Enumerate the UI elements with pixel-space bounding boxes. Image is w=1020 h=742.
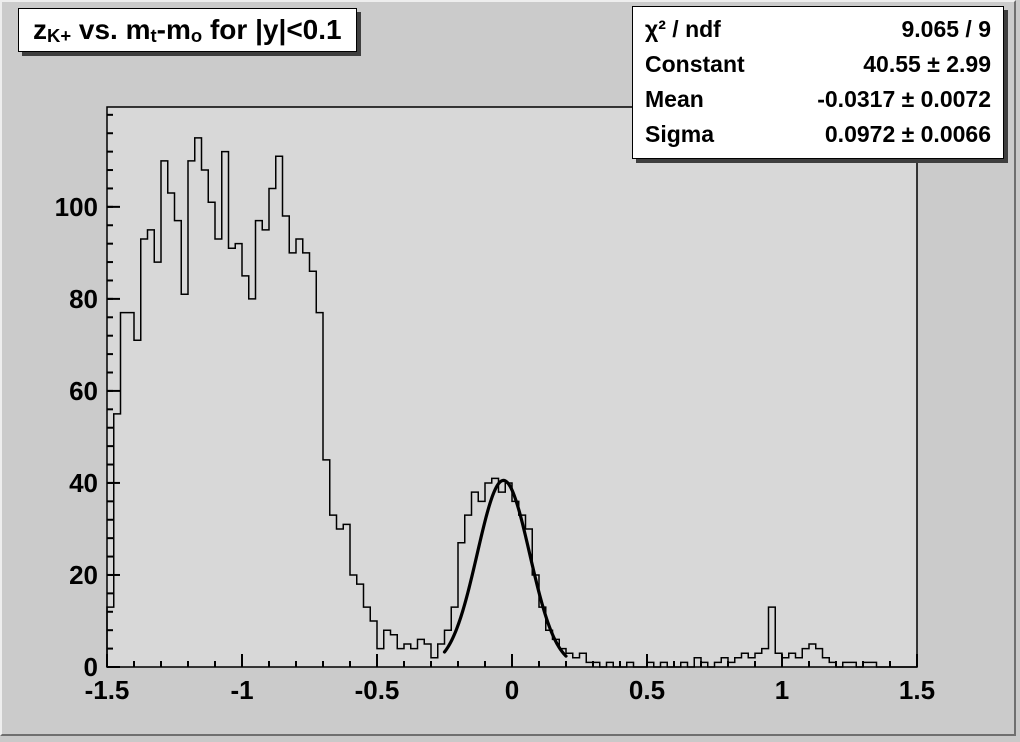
histogram-line (106, 137, 917, 668)
x-axis: -1.5 -1 -0.5 0 0.5 1 1.5 (85, 654, 935, 705)
y-tick-label: 40 (69, 468, 98, 498)
stats-value: 9.065 / 9 (901, 16, 991, 42)
plot-title-box: z K+ vs. m t -m o for |y|<0.1 (18, 8, 357, 52)
y-tick-label: 80 (69, 284, 98, 314)
title-subscript: o (190, 25, 203, 47)
x-tick-label: 0 (505, 675, 519, 705)
y-tick-label: 0 (84, 652, 98, 682)
plot-frame (106, 106, 918, 668)
stats-row-mean: Mean -0.0317 ± 0.0072 (633, 82, 1003, 117)
title-text: -m (156, 14, 191, 45)
y-tick-label: 20 (69, 560, 98, 590)
stats-row-sigma: Sigma 0.0972 ± 0.0066 (633, 117, 1003, 152)
x-tick-label: -0.5 (355, 675, 400, 705)
x-tick-label: 1.5 (899, 675, 935, 705)
stats-box: χ² / ndf 9.065 / 9 Constant 40.55 ± 2.99… (632, 6, 1004, 159)
fit-curve (442, 478, 568, 658)
y-tick-label: 60 (69, 376, 98, 406)
x-tick-label: 0.5 (629, 675, 665, 705)
title-text: for |y|<0.1 (202, 14, 342, 45)
stats-value: 40.55 ± 2.99 (863, 51, 991, 77)
title-subscript: t (150, 25, 157, 47)
x-tick-label: -1.5 (85, 675, 130, 705)
title-subscript: K+ (47, 25, 72, 47)
stats-row-constant: Constant 40.55 ± 2.99 (633, 47, 1003, 82)
y-tick-label: 100 (55, 192, 98, 222)
x-tick-label: 1 (775, 675, 789, 705)
stats-label: Constant (645, 51, 745, 77)
y-axis: 0 20 40 60 80 100 (55, 113, 120, 682)
stats-label: Sigma (645, 121, 715, 147)
x-tick-label: -1 (230, 675, 253, 705)
stats-row-chi2: χ² / ndf 9.065 / 9 (633, 12, 1003, 47)
stats-value: 0.0972 ± 0.0066 (824, 121, 991, 147)
stats-label: Mean (645, 86, 704, 112)
stats-label: χ² / ndf (645, 16, 721, 42)
title-text: vs. m (71, 14, 151, 45)
title-text: z (33, 14, 47, 45)
stats-value: -0.0317 ± 0.0072 (817, 86, 991, 112)
